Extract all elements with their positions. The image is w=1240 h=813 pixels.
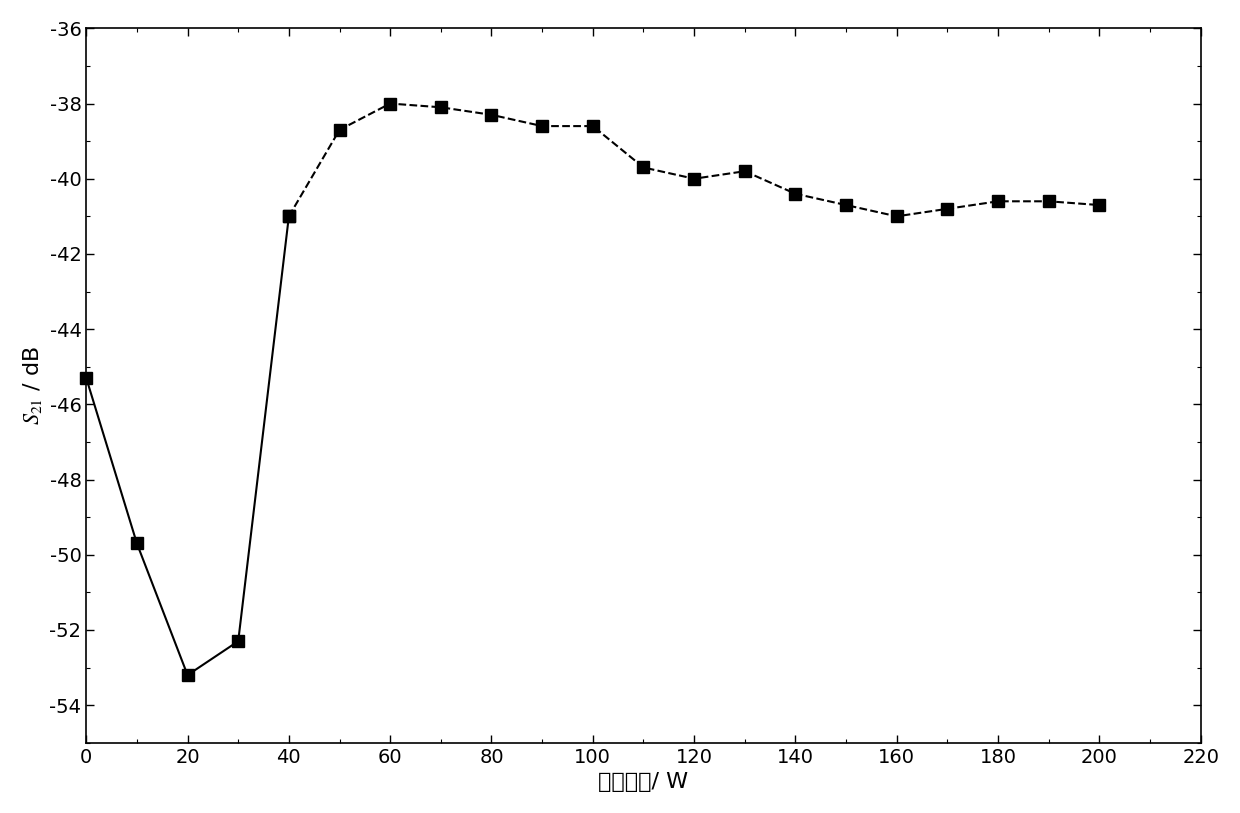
X-axis label: 放电功率/ W: 放电功率/ W (599, 772, 688, 792)
Y-axis label: $S_{21}$ / dB: $S_{21}$ / dB (21, 346, 43, 425)
